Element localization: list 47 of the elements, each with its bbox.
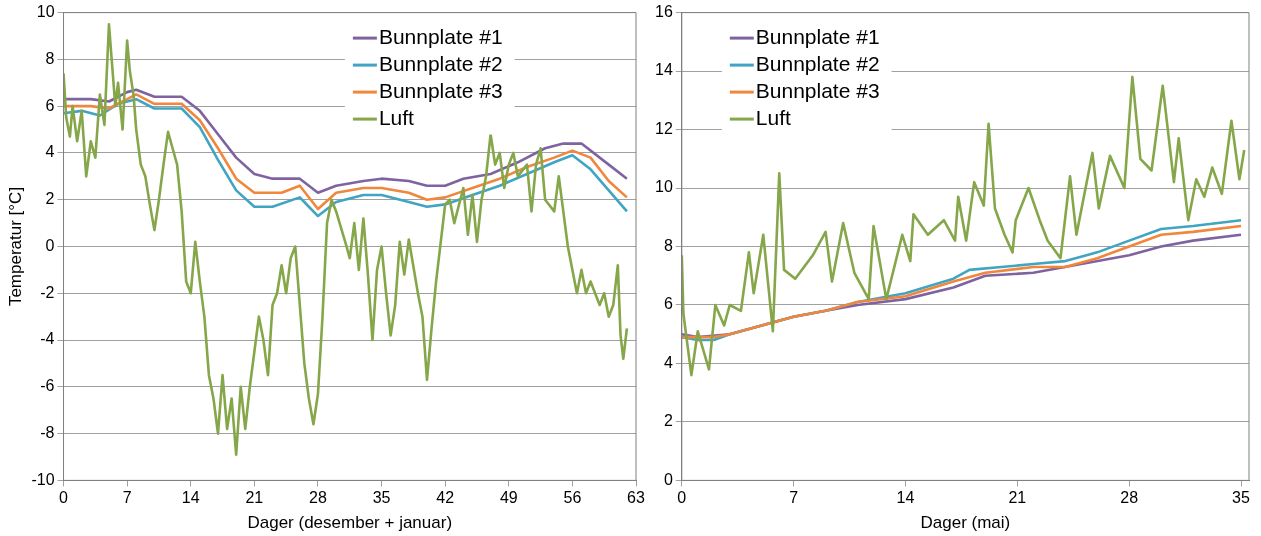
y-tick-label: 0 (45, 236, 55, 254)
legend-label: Bunnplate #2 (378, 51, 503, 75)
y-tick-label: 6 (45, 96, 55, 114)
x-tick-label: 56 (563, 489, 582, 507)
y-tick-label: 14 (655, 61, 673, 79)
y-tick-label: 16 (655, 3, 673, 21)
y-tick-label: 4 (663, 353, 673, 371)
legend-label: Bunnplate #3 (755, 78, 880, 102)
x-tick-label: 28 (1120, 489, 1139, 507)
y-tick-label: 2 (45, 190, 55, 208)
y-tick-label: -6 (40, 377, 55, 395)
x-tick-label: 49 (499, 489, 518, 507)
legend-label: Bunnplate #1 (378, 24, 503, 48)
y-tick-label: 10 (36, 3, 55, 21)
y-tick-label: 8 (45, 49, 55, 67)
x-tick-label: 0 (59, 489, 69, 507)
x-tick-label: 63 (627, 489, 645, 507)
x-tick-label: 35 (1232, 489, 1251, 507)
y-tick-label: 2 (663, 412, 673, 430)
y-tick-label: -2 (40, 283, 55, 301)
x-tick-label: 21 (245, 489, 264, 507)
y-tick-label: -8 (40, 424, 55, 442)
legend-label: Bunnplate #2 (755, 51, 880, 75)
x-tick-label: 21 (1008, 489, 1027, 507)
legend-label: Luft (378, 105, 415, 129)
x-tick-label: 28 (309, 489, 327, 507)
y-tick-label: 4 (45, 143, 55, 161)
x-tick-label: 42 (436, 489, 455, 507)
x-axis-title: Dager (desember + januar) (247, 513, 453, 533)
x-tick-label: 7 (122, 489, 132, 507)
x-tick-label: 35 (372, 489, 391, 507)
x-axis-title: Dager (mai) (920, 513, 1011, 533)
y-tick-label: 6 (663, 295, 673, 313)
legend-label: Bunnplate #1 (755, 24, 880, 48)
x-tick-label: 14 (181, 489, 200, 507)
y-tick-label: -10 (31, 470, 55, 488)
x-tick-label: 0 (677, 489, 687, 507)
y-tick-label: 10 (655, 178, 673, 196)
x-tick-label: 14 (896, 489, 915, 507)
legend-label: Luft (755, 105, 791, 129)
y-tick-label: 8 (663, 236, 673, 254)
y-axis-title: Temperatur [°C] (5, 186, 25, 307)
y-tick-label: -4 (40, 330, 55, 348)
legend-label: Bunnplate #3 (378, 78, 503, 102)
y-tick-label: 12 (655, 119, 673, 137)
y-tick-label: 0 (663, 470, 673, 488)
x-tick-label: 7 (789, 489, 799, 507)
